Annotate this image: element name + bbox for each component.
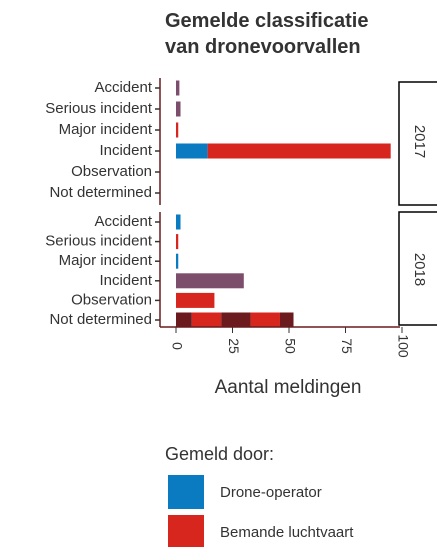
x-tick-label: 100: [395, 334, 411, 358]
y-tick-label: Incident: [99, 142, 152, 159]
facet-strip: [398, 81, 437, 206]
bar: [207, 143, 391, 159]
y-tick-label: Major incident: [59, 121, 153, 138]
y-tick-label: Major incident: [59, 252, 153, 269]
legend-swatch: [168, 515, 204, 547]
y-tick-label: Accident: [94, 213, 152, 230]
bar: [176, 143, 208, 159]
chart-title: Gemelde classificatie van dronevoorvallen: [165, 10, 368, 58]
facet-strip: [398, 211, 437, 326]
legend-label: Bemande luchtvaart: [220, 524, 354, 541]
bar: [176, 234, 179, 250]
legend-label: Drone-operator: [220, 484, 322, 501]
legend-title: Gemeld door:: [165, 444, 274, 464]
bar: [176, 292, 215, 308]
bar: [176, 122, 179, 138]
y-tick-label: Accident: [94, 79, 152, 96]
bar: [176, 101, 181, 117]
x-tick-label: 75: [339, 338, 355, 354]
bar: [176, 214, 181, 230]
y-tick-label: Not determined: [49, 311, 152, 328]
y-tick-label: Observation: [71, 163, 152, 180]
y-tick-label: Observation: [71, 291, 152, 308]
bar: [279, 312, 294, 328]
x-tick-label: 0: [169, 342, 185, 350]
bar: [176, 312, 192, 328]
x-tick-label: 50: [282, 338, 298, 354]
y-tick-label: Incident: [99, 272, 152, 289]
facet-label: 2018: [411, 253, 428, 286]
bar: [176, 80, 180, 96]
bar: [250, 312, 280, 328]
y-tick-label: Serious incident: [45, 100, 153, 117]
facet-label: 2017: [411, 125, 428, 158]
x-axis-title: Aantal meldingen: [215, 377, 362, 398]
y-tick-label: Not determined: [49, 184, 152, 201]
bar: [176, 273, 244, 289]
x-tick-label: 25: [226, 338, 242, 354]
y-tick-label: Serious incident: [45, 233, 153, 250]
bar: [176, 253, 179, 269]
bar: [191, 312, 222, 328]
legend-swatch: [168, 475, 204, 509]
bar: [221, 312, 251, 328]
